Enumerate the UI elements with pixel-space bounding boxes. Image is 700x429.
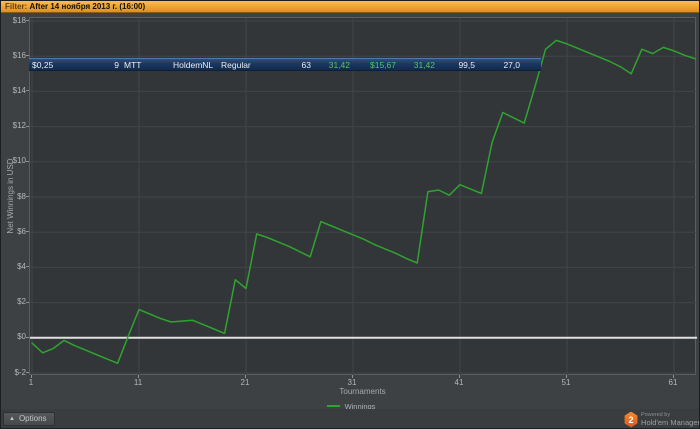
winnings-chart-plot [29, 17, 697, 376]
stats-cell: HoldemNL [173, 60, 214, 70]
y-tick-mark [26, 55, 29, 57]
stats-cell: $15,67 [370, 60, 396, 70]
stats-cell: 31,42 [413, 60, 435, 70]
y-tick-label: $14 [12, 85, 26, 95]
filter-value: After 14 ноября 2013 г. (16:00) [29, 2, 146, 11]
y-tick-label: $8 [17, 191, 26, 201]
y-tick-label: $0 [17, 332, 26, 342]
y-tick-label: $4 [17, 261, 26, 271]
y-tick-mark [26, 125, 29, 127]
hm2-logo-icon: 2 [624, 411, 638, 428]
app-name-label: Hold'em Manager [641, 418, 700, 427]
stats-cell: MTT [124, 60, 142, 70]
y-tick-label: $12 [12, 121, 26, 131]
x-tick-label: 11 [133, 378, 143, 387]
stats-cell: 31,42 [328, 60, 350, 70]
winnings-line [31, 39, 697, 365]
chart-canvas [30, 18, 697, 376]
branding: 2 Powered by Hold'em Manager [624, 410, 700, 428]
legend-label: Winnings [344, 401, 376, 411]
x-tick-mark [673, 375, 674, 378]
y-tick-label: $18 [12, 15, 26, 25]
y-tick-mark [26, 372, 29, 373]
winnings-line-swatch-icon [326, 405, 340, 407]
powered-by-label: Powered by [641, 412, 671, 418]
y-tick-mark [26, 160, 29, 162]
stats-cell: 99,5 [458, 60, 475, 70]
x-tick-mark [566, 375, 567, 378]
chart-legend: Winnings [1, 401, 699, 411]
y-tick-mark [26, 20, 29, 21]
y-tick-label: $10 [12, 156, 26, 166]
x-tick-label: 1 [28, 378, 34, 387]
stats-cell: 9 [114, 60, 119, 70]
x-tick-label: 31 [347, 378, 357, 387]
stats-cell: Regular [221, 60, 251, 70]
stats-cell: $0,25 [32, 60, 54, 70]
y-tick-mark [26, 231, 29, 233]
hm2-logo-number: 2 [628, 414, 634, 425]
stats-cell: 63 [301, 60, 311, 70]
x-tick-label: 51 [561, 378, 571, 387]
x-tick-mark [459, 375, 460, 378]
x-tick-mark [352, 375, 353, 378]
y-tick-label: $16 [12, 50, 26, 60]
filter-label: Filter: [5, 2, 28, 11]
x-tick-mark [31, 375, 32, 378]
x-tick-label: 61 [668, 378, 678, 387]
y-tick-mark [26, 336, 29, 338]
x-tick-mark [138, 375, 139, 378]
bottom-bar: ▲ Options 2 Powered by Hold'em Manager [1, 409, 700, 428]
options-button[interactable]: ▲ Options [3, 412, 55, 426]
stats-cell: 27,0 [503, 60, 520, 70]
y-tick-mark [26, 301, 29, 303]
y-tick-label: $2 [17, 297, 26, 307]
y-tick-mark [26, 90, 29, 92]
y-tick-label: $6 [17, 226, 26, 236]
stats-row[interactable]: $0,25 9 MTT HoldemNL Regular 63 31,42 $15,67 31,… [29, 58, 541, 71]
x-axis-title: Tournaments [339, 387, 386, 396]
x-tick-label: 41 [454, 378, 464, 387]
options-button-label: Options [18, 414, 47, 423]
filter-bar[interactable]: Filter: After 14 ноября 2013 г. (16:00) [1, 1, 699, 13]
y-tick-label: $-2 [14, 367, 26, 377]
y-tick-mark [26, 266, 29, 268]
x-tick-label: 21 [240, 378, 250, 387]
caret-up-icon: ▲ [9, 416, 15, 422]
y-tick-mark [26, 196, 29, 197]
x-tick-mark [245, 375, 246, 378]
